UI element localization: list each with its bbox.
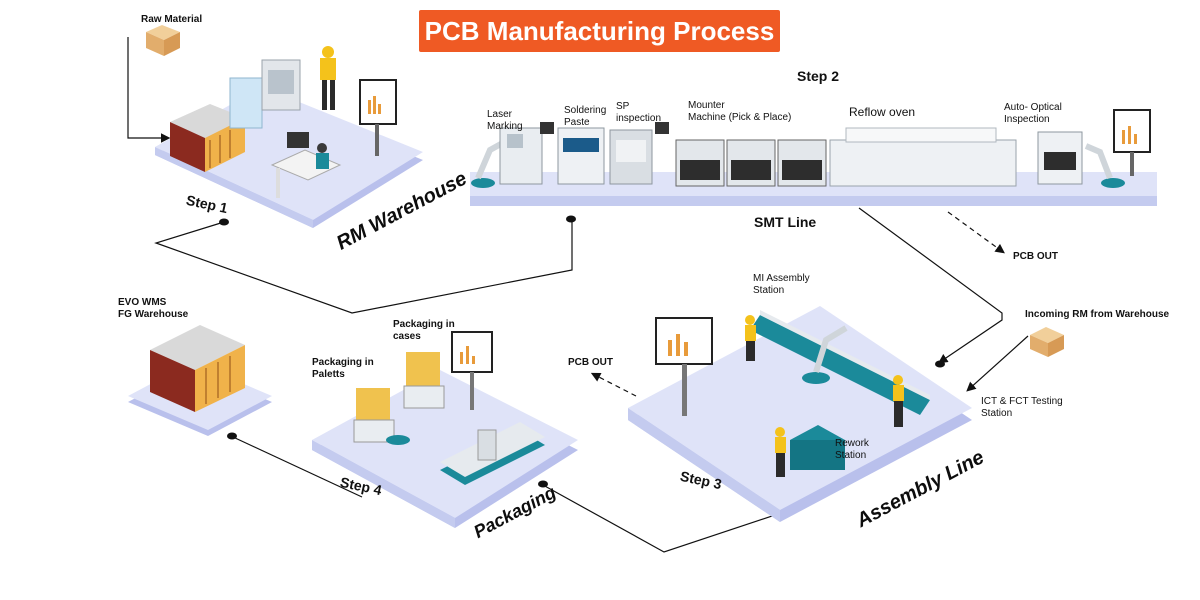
label-aoi: Auto- Optical Inspection [1004, 102, 1062, 125]
label-ict-fct: ICT & FCT Testing Station [981, 396, 1063, 419]
label-pcb-out-assembly: PCB OUT [568, 357, 613, 368]
assembly-equipment [655, 310, 930, 477]
label-reflow-oven: Reflow oven [849, 105, 916, 119]
label-mounter-machine: Mounter Machine (Pick & Place) [688, 100, 792, 123]
rm-machines [229, 59, 301, 129]
label-pcb-out-smt: PCB OUT [1013, 251, 1058, 262]
rm-desk-worker [270, 132, 342, 198]
label-pack-cases: Packaging in cases [393, 319, 455, 342]
rm-monitor-stand [359, 79, 397, 156]
platform-step3 [628, 306, 972, 522]
label-step2: Step 2 [797, 68, 840, 84]
label-mi-assembly: MI Assembly Station [753, 273, 810, 296]
rm-worker-standing [320, 46, 336, 110]
flow-connectors [127, 37, 1029, 553]
label-pack-paletts: Packaging in Paletts [312, 357, 374, 380]
page-title: PCB Manufacturing Process [419, 10, 780, 52]
smt-machines [471, 109, 1151, 188]
incoming-rm-box [1030, 327, 1064, 357]
label-soldering-paste: Soldering Paste [564, 105, 607, 128]
label-smt-line: SMT Line [754, 214, 817, 230]
raw-material-box [146, 25, 180, 56]
label-raw-material: Raw Material [141, 14, 203, 25]
label-rework: Rework Station [835, 438, 869, 461]
packaging-equipment [353, 331, 545, 485]
rm-warehouse-container [170, 104, 245, 172]
fg-warehouse [128, 325, 272, 436]
label-laser-marking: Laser Marking [487, 109, 523, 132]
connector-dots [219, 215, 945, 488]
label-evo-wms: EVO WMS FG Warehouse [118, 297, 189, 320]
label-incoming-rm: Incoming RM from Warehouse [1025, 309, 1170, 320]
label-sp-inspection: SP inspection [616, 101, 662, 124]
